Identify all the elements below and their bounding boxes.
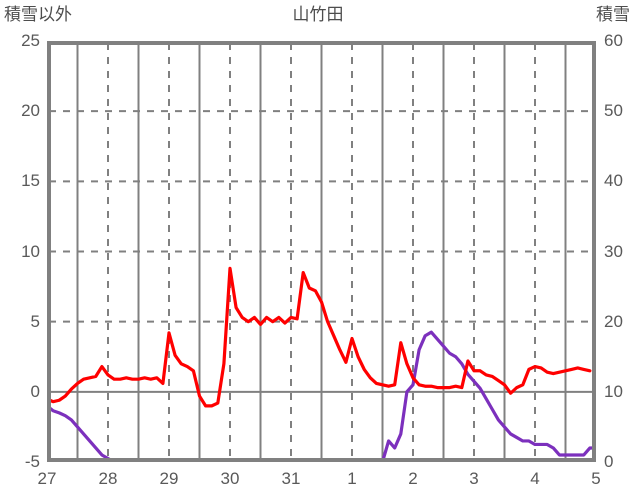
y-axis-left-tick: 10	[21, 241, 40, 261]
series-line-snow	[47, 330, 596, 462]
x-axis-tick: 3	[469, 469, 479, 488]
y-axis-right-tick: 30	[604, 241, 623, 261]
y-axis-right-tick: 10	[604, 381, 623, 401]
y-axis-right-tick: 20	[604, 311, 623, 331]
x-axis-tick: 31	[281, 469, 301, 488]
left-axis-title: 積雪以外	[4, 5, 72, 24]
y-axis-left-tick: 0	[30, 381, 40, 401]
x-axis-tick: 27	[37, 469, 57, 488]
plot-frame	[47, 41, 596, 462]
y-axis-left-tick: 25	[21, 31, 40, 50]
horizontal-gridlines	[49, 110, 594, 393]
y-axis-left-tick: 15	[21, 171, 40, 191]
plot-area	[47, 41, 596, 462]
y-axis-left-tick: 20	[21, 101, 40, 121]
x-axis-tick: 28	[98, 469, 118, 488]
y-axis-right-tick: 50	[604, 101, 623, 121]
y-axis-right-tick: 0	[604, 452, 614, 471]
series-line-non-snow	[47, 266, 592, 408]
x-axis-tick: 30	[220, 469, 240, 488]
x-axis-tick: 2	[408, 469, 418, 488]
x-axis-tick: 5	[591, 469, 601, 488]
chart-title: 山竹田	[292, 5, 344, 24]
y-axis-left-tick: -5	[24, 452, 40, 471]
plot-svg	[47, 41, 596, 462]
x-axis-tick: 1	[347, 469, 357, 488]
y-axis-right-tick: 60	[604, 31, 623, 50]
x-axis-tick: 4	[530, 469, 540, 488]
y-axis-right-tick: 40	[604, 171, 623, 191]
x-axis-tick: 29	[159, 469, 179, 488]
y-axis-left-tick: 5	[30, 311, 40, 331]
right-axis-title: 積雪	[596, 5, 630, 24]
